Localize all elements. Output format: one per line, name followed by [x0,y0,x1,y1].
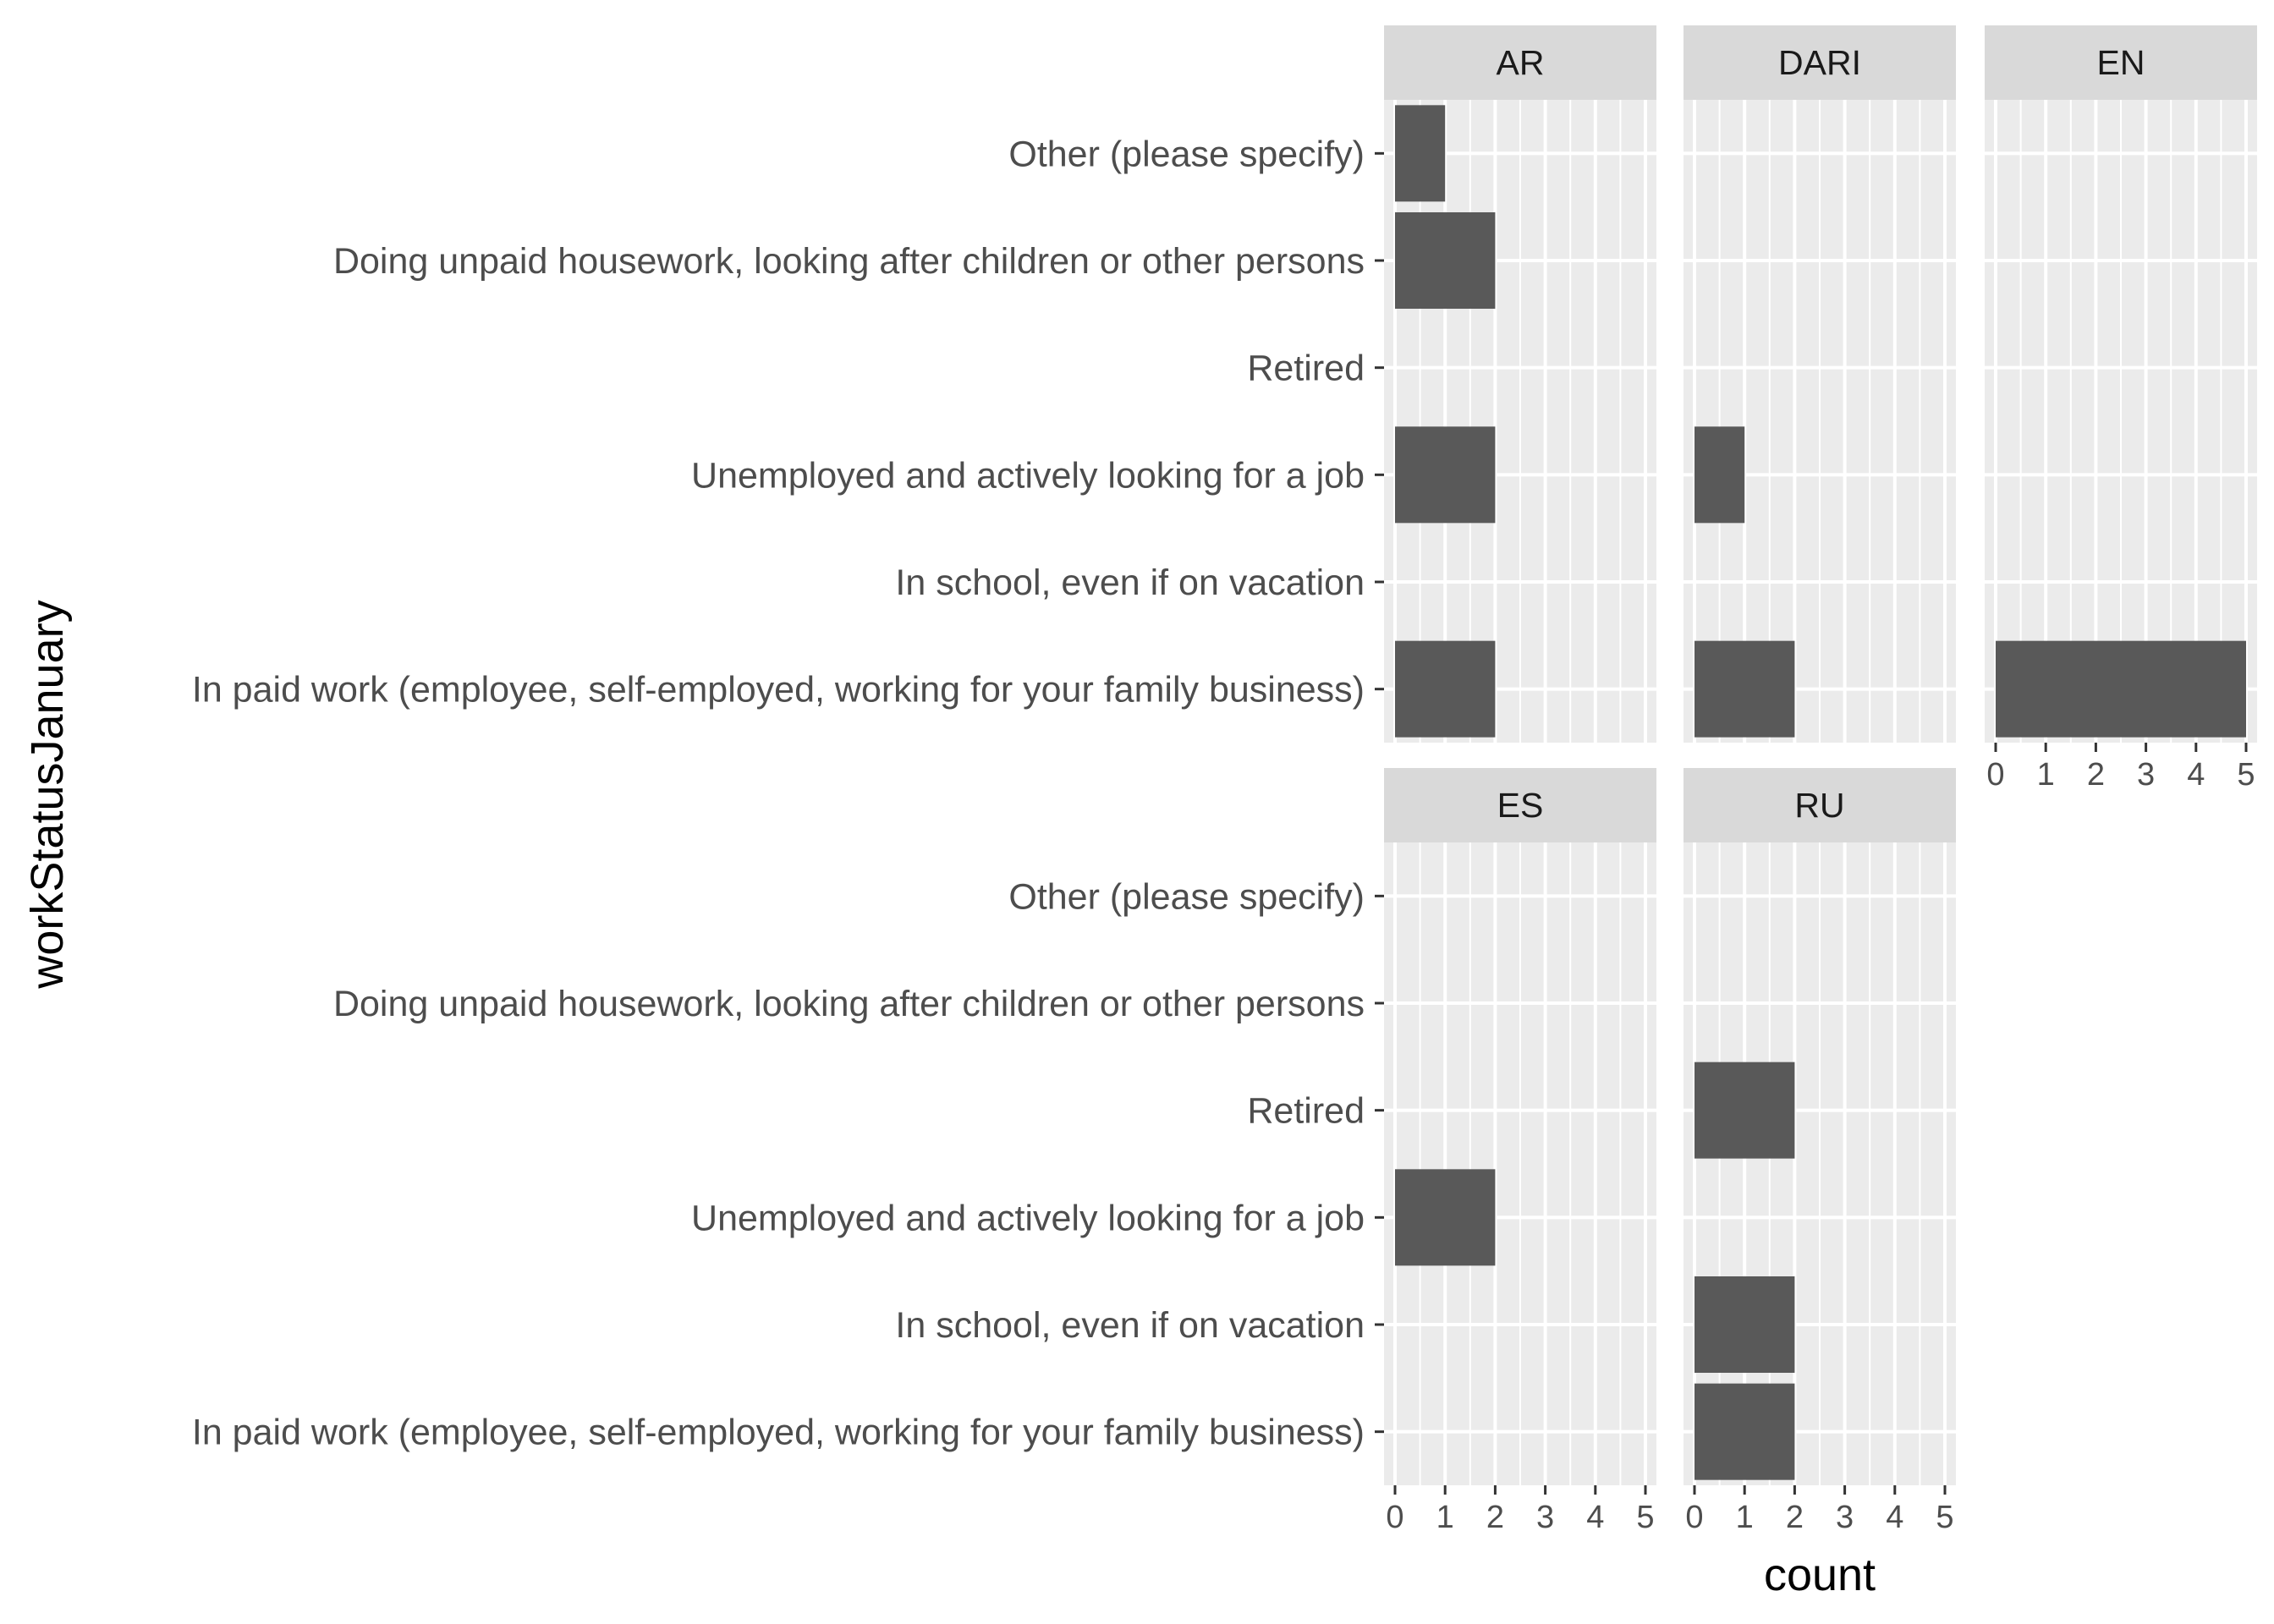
category-label: Retired [1247,348,1365,389]
category-label: Other (please specify) [1008,134,1365,174]
x-tick-label: 0 [1685,1500,1703,1535]
bar-ar-0 [1395,105,1446,202]
category-labels: Other (please specify) Doing unpaid house… [192,134,1384,1453]
x-tick-label: 5 [1936,1500,1953,1535]
x-tick-labels: 0 1 2 3 4 50 1 2 3 4 5 0 1 2 3 4 5 [1386,743,2255,1535]
x-tick-label: 3 [1836,1500,1854,1535]
category-label: In school, even if on vacation [895,1305,1365,1346]
category-label: Doing unpaid housework, looking after ch… [333,241,1365,282]
x-tick-label: 1 [2037,757,2055,793]
x-tick-label: 3 [2137,757,2155,793]
y-axis-title: workStatusJanuary [22,600,73,989]
x-tick-label: 2 [2087,757,2105,793]
bar-dari-3 [1695,426,1745,524]
facet-strip-label: RU [1794,786,1844,825]
facet-panel-dari: DARI [1684,25,1956,743]
bar-en-5 [1996,640,2246,738]
bar-ru-2 [1695,1062,1795,1159]
x-tick-label: 4 [2187,757,2205,793]
facet-strip [1985,25,2257,100]
bar-ar-1 [1395,212,1496,309]
x-tick-label: 5 [2237,757,2255,793]
x-tick-label: 1 [1736,1500,1754,1535]
facet-strip [1684,25,1956,100]
facet-strip-label: DARI [1778,43,1861,82]
x-tick-label: 3 [1536,1500,1554,1535]
facet-panel-ar: AR [1384,25,1656,743]
facet-strip [1684,768,1956,842]
bar-es-3 [1395,1169,1496,1266]
x-tick-label: 1 [1436,1500,1454,1535]
facet-strip-label: AR [1497,43,1545,82]
category-label: Other (please specify) [1008,876,1365,917]
category-label: In school, even if on vacation [895,562,1365,603]
facet-strip-label: ES [1497,786,1544,825]
category-label: In paid work (employee, self-employed, w… [192,1413,1365,1453]
x-tick-label: 2 [1486,1500,1504,1535]
facet-strip [1384,25,1656,100]
category-label: Retired [1247,1091,1365,1132]
category-label: Unemployed and actively looking for a jo… [691,1198,1365,1238]
facet-panels: AR DARI EN ES RU [1384,25,2257,1485]
facet-strip-label: EN [2097,43,2145,82]
x-tick-label: 0 [1986,757,2004,793]
x-tick-label: 5 [1636,1500,1654,1535]
x-axis-title: count [1764,1550,1876,1600]
x-tick-label: 4 [1886,1500,1903,1535]
x-tick-label: 2 [1786,1500,1804,1535]
category-label: In paid work (employee, self-employed, w… [192,670,1365,710]
bar-ru-4 [1695,1276,1795,1373]
category-label: Unemployed and actively looking for a jo… [691,455,1365,496]
bar-ar-5 [1395,640,1496,738]
bar-ru-5 [1695,1383,1795,1480]
facet-panel-es: ES [1384,768,1656,1485]
facet-strip [1384,768,1656,842]
bar-dari-5 [1695,640,1795,738]
facet-panel-ru: RU [1684,768,1956,1485]
x-tick-label: 0 [1386,1500,1403,1535]
x-tick-label: 4 [1586,1500,1604,1535]
facet-panel-en: EN [1985,25,2257,743]
category-label: Doing unpaid housework, looking after ch… [333,984,1365,1024]
bar-ar-3 [1395,426,1496,524]
